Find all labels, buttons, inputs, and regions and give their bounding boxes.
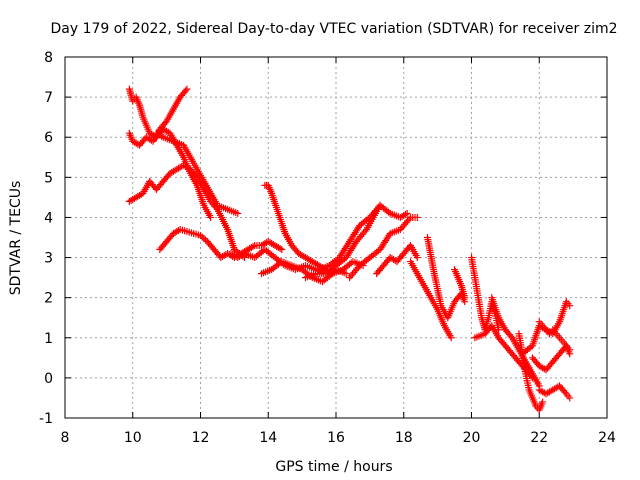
x-tick-label: 18	[395, 430, 413, 446]
x-tick-label: 24	[598, 430, 616, 446]
x-tick-label: 20	[463, 430, 481, 446]
y-tick-label: 6	[44, 130, 53, 146]
y-tick-label: 0	[44, 371, 53, 387]
y-tick-label: 7	[44, 90, 53, 106]
y-axis-label: SDTVAR / TECUs	[8, 181, 24, 296]
y-tick-label: 3	[44, 251, 53, 267]
y-tick-label: 5	[44, 170, 53, 186]
x-tick-label: 14	[259, 430, 277, 446]
x-tick-label: 22	[530, 430, 548, 446]
x-tick-label: 16	[327, 430, 345, 446]
x-tick-label: 10	[124, 430, 142, 446]
chart: 8 10 12 14 16 18 20 22 24 -1012345678 Day 179 of…	[0, 0, 640, 480]
y-tick-label: 1	[44, 331, 53, 347]
y-tick-label: 4	[44, 210, 53, 226]
y-tick-label: -1	[39, 411, 53, 427]
chart-background	[0, 0, 640, 480]
y-tick-label: 8	[44, 50, 53, 66]
y-tick-label: 2	[44, 291, 53, 307]
x-tick-label: 12	[192, 430, 210, 446]
x-tick-label: 8	[61, 430, 70, 446]
x-axis-label: GPS time / hours	[275, 459, 392, 475]
chart-title: Day 179 of 2022, Sidereal Day-to-day VTE…	[51, 21, 618, 37]
